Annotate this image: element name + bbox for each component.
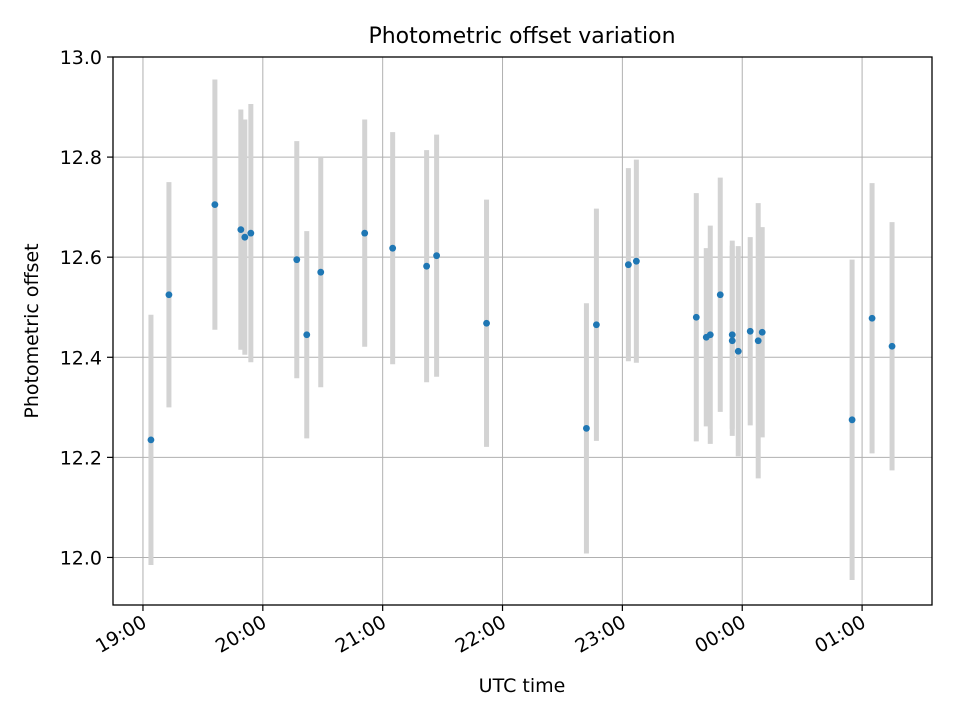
data-point [706,331,714,339]
y-tick-label: 13.0 [60,47,102,69]
data-point [692,313,700,321]
data-point [888,342,896,350]
y-axis-ticks: 12.0 12.2 12.4 12.6 12.8 13.0 [60,47,113,569]
data-point [317,268,325,276]
data-point [147,436,155,444]
data-point [868,314,876,322]
data-point [165,291,173,299]
data-point [247,229,255,237]
data-point [728,337,736,345]
data-point [237,226,245,234]
data-point [389,244,397,252]
y-tick-label: 12.6 [60,247,102,269]
data-point [211,201,219,209]
data-point [483,319,490,327]
plot-frame [112,56,933,606]
data-point [433,252,441,260]
data-point [303,331,311,339]
data-point [293,256,301,264]
data-point [624,261,632,269]
y-tick-label: 12.4 [60,347,102,369]
y-tick-label: 12.0 [60,547,102,569]
data-point [754,337,762,345]
data-point [241,233,249,241]
data-point [423,262,431,270]
y-tick-label: 12.8 [60,147,102,169]
data-point [583,424,590,432]
data-point [728,331,736,339]
y-tick-label: 12.2 [60,447,102,469]
data-point [593,321,600,329]
y-axis-label: Photometric offset [21,243,43,418]
data-point [632,257,640,265]
data-point [734,347,742,355]
data-points [147,201,896,444]
data-point [848,416,856,424]
x-axis-label: UTC time [479,675,566,697]
data-point [716,291,724,299]
chart-title: Photometric offset variation [368,24,675,49]
data-point [758,328,766,336]
data-point [361,229,369,237]
data-point [746,327,754,335]
